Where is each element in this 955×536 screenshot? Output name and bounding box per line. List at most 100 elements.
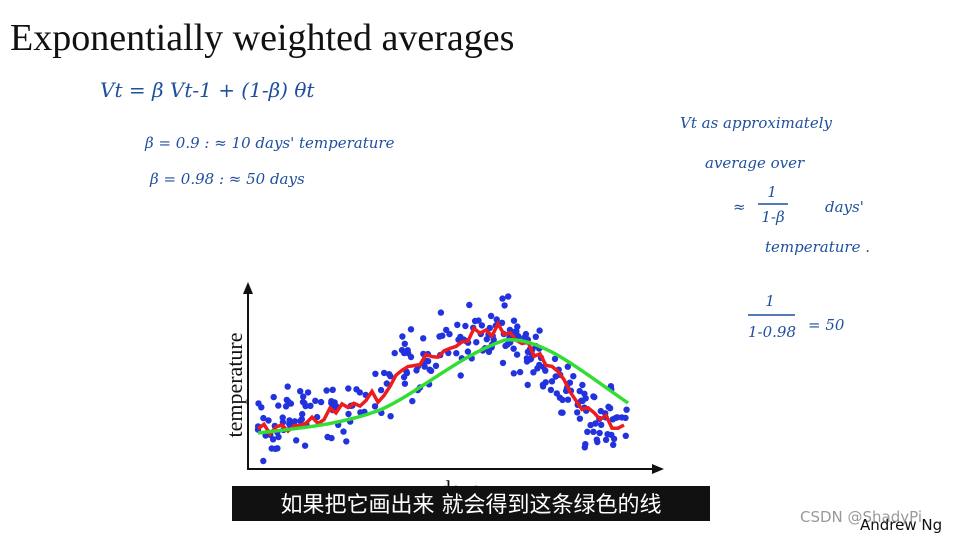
dot: [286, 420, 293, 428]
dot: [260, 457, 267, 465]
dot: [453, 350, 460, 357]
dot: [372, 370, 379, 377]
dot: [260, 414, 267, 422]
dot: [539, 381, 547, 388]
dot: [523, 355, 531, 362]
dot: [536, 361, 543, 369]
dot: [345, 410, 352, 418]
fraction-num: 1: [767, 183, 777, 201]
dot: [343, 438, 350, 445]
dot: [516, 368, 524, 376]
dot: [510, 370, 517, 377]
dot: [486, 324, 493, 332]
dot: [420, 335, 427, 342]
dot: [598, 421, 605, 429]
dot: [499, 295, 506, 302]
dot: [462, 322, 469, 330]
dot: [391, 349, 398, 357]
dot: [377, 386, 385, 394]
side-note: temperature .: [765, 238, 870, 256]
dot: [457, 372, 464, 379]
example-num: 1: [765, 292, 775, 310]
dot: [380, 369, 388, 377]
dot: [265, 417, 272, 424]
dot: [297, 417, 304, 425]
dot: [590, 393, 597, 400]
dot: [284, 383, 291, 390]
dot: [299, 410, 306, 418]
dot: [269, 436, 277, 443]
subtitle: 如果把它画出来 就会得到这条绿色的线: [281, 493, 662, 518]
red-curve: [256, 319, 625, 437]
dot: [304, 389, 312, 396]
dot: [270, 393, 277, 401]
title: Exponentially weighted averages: [10, 17, 514, 59]
dot: [596, 429, 603, 437]
dot: [401, 340, 408, 347]
dot: [510, 317, 518, 324]
side-note: Vt as approximately: [680, 114, 833, 132]
dot: [584, 428, 591, 435]
dot: [576, 387, 583, 395]
dot: [258, 404, 265, 411]
dot: [300, 393, 307, 400]
dot: [487, 312, 495, 320]
dot: [329, 386, 336, 393]
dot: [407, 326, 415, 333]
dot: [437, 309, 445, 316]
dot: [606, 405, 614, 412]
dot: [457, 333, 464, 341]
dot: [454, 321, 461, 328]
dot: [604, 431, 611, 438]
dot: [387, 413, 394, 420]
case-note: β = 0.9 : ≈ 10 days' temperature: [144, 134, 395, 152]
dot: [424, 358, 432, 365]
side-note: average over: [705, 154, 805, 172]
watermark: CSDN @ShadyPi: [800, 508, 922, 526]
dot: [614, 414, 621, 421]
dot: [581, 444, 588, 451]
dot: [275, 402, 282, 409]
example-den: 1-0.98: [748, 323, 796, 341]
dot: [279, 414, 286, 421]
dot: [404, 347, 411, 354]
dot: [501, 302, 508, 309]
dot: [312, 397, 319, 404]
y-axis-label: temperature: [222, 332, 247, 437]
dot: [328, 399, 335, 407]
dot: [328, 434, 335, 442]
dot: [514, 323, 521, 330]
dot: [357, 409, 364, 416]
dot: [570, 373, 577, 380]
equation: Vt = β Vt-1 + (1-β) θt: [100, 78, 315, 102]
dot: [401, 380, 409, 387]
subtitle-box: [232, 486, 710, 521]
dot: [285, 398, 292, 405]
dot: [473, 339, 480, 346]
dot: [582, 395, 589, 402]
dot: [556, 394, 564, 401]
dot: [275, 433, 282, 441]
dot: [610, 441, 617, 448]
dot: [623, 406, 630, 413]
credit: Andrew Ng: [860, 516, 942, 534]
dot: [383, 380, 390, 387]
dot: [618, 414, 625, 421]
dot: [530, 369, 537, 376]
dot: [579, 381, 586, 389]
dot: [356, 389, 363, 396]
dot: [524, 381, 531, 389]
dot: [323, 387, 330, 394]
case-note: β = 0.98 : ≈ 50 days: [149, 170, 305, 188]
dot: [552, 373, 559, 380]
dot: [542, 367, 549, 374]
dot: [597, 407, 604, 415]
dot: [301, 442, 309, 449]
approx: ≈: [733, 198, 746, 216]
dot: [590, 428, 597, 435]
dot: [268, 445, 275, 452]
dot: [466, 301, 473, 309]
dot: [398, 346, 406, 354]
